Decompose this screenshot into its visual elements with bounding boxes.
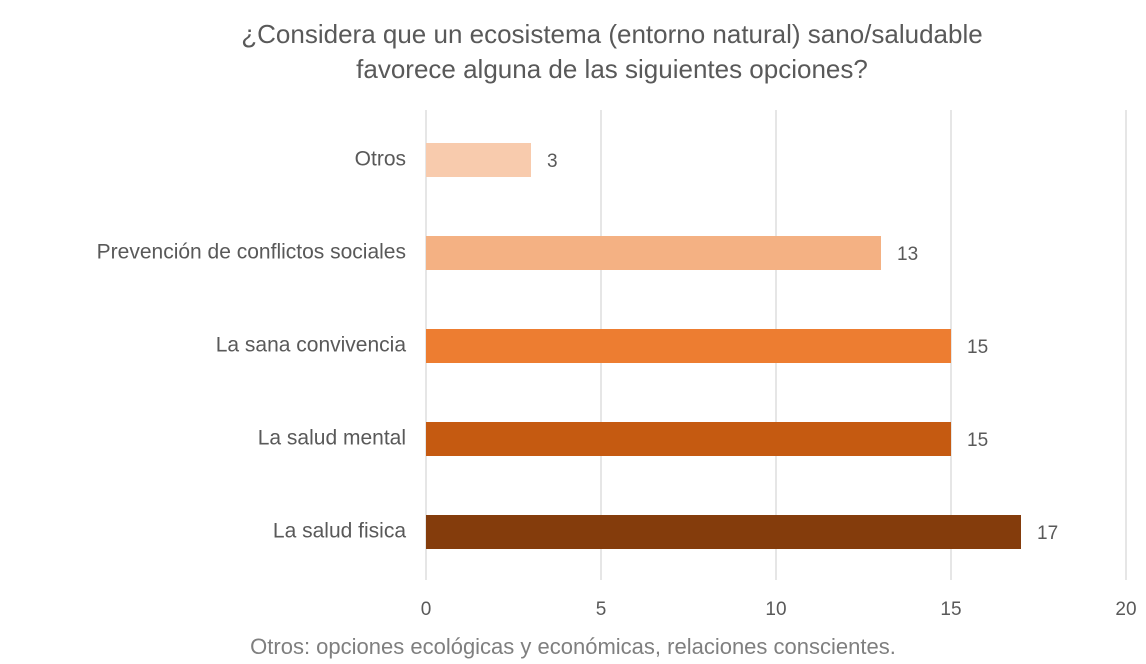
bar xyxy=(426,236,881,270)
y-tick-label: La salud fisica xyxy=(273,520,406,543)
chart-title: favorece alguna de las siguientes opcion… xyxy=(356,54,868,84)
y-tick-label: Prevención de conflictos sociales xyxy=(97,241,406,264)
bar xyxy=(426,329,951,363)
x-tick-label: 20 xyxy=(1115,599,1136,620)
y-tick-label: La sana convivencia xyxy=(216,334,407,357)
x-tick-label: 0 xyxy=(421,599,432,620)
x-tick-label: 5 xyxy=(596,599,607,620)
bar xyxy=(426,515,1021,549)
value-label: 13 xyxy=(897,244,918,265)
y-tick-label: La salud mental xyxy=(258,427,406,450)
x-tick-label: 10 xyxy=(765,599,786,620)
chart-title: ¿Considera que un ecosistema (entorno na… xyxy=(241,19,982,49)
value-label: 3 xyxy=(547,151,558,172)
value-label: 15 xyxy=(967,337,988,358)
x-tick-label: 15 xyxy=(940,599,961,620)
y-tick-label: Otros xyxy=(355,148,406,171)
value-label: 17 xyxy=(1037,523,1058,544)
annotation: Otros: opciones ecológicas y económicas,… xyxy=(250,634,896,659)
bar xyxy=(426,422,951,456)
bar xyxy=(426,143,531,177)
value-label: 15 xyxy=(967,430,988,451)
